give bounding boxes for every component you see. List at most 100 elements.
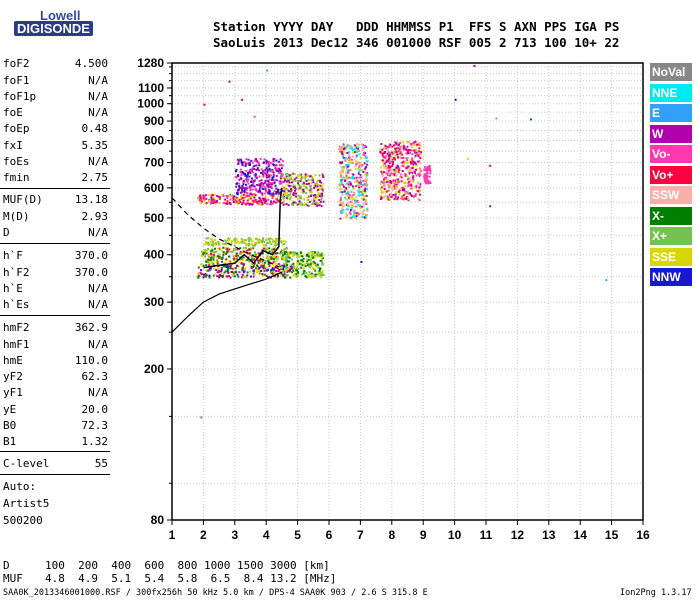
data-point [282, 274, 285, 277]
data-point [259, 200, 262, 203]
data-point [280, 249, 283, 252]
data-point [275, 164, 278, 167]
data-point [397, 181, 400, 184]
data-point [346, 208, 349, 211]
data-point [287, 260, 290, 263]
data-point [256, 259, 259, 262]
data-point [316, 202, 319, 205]
param-value: N/A [88, 338, 108, 351]
data-point [355, 196, 358, 199]
data-point [362, 151, 365, 154]
data-point [250, 237, 253, 240]
data-point [282, 185, 285, 188]
data-point [345, 157, 348, 160]
data-point [224, 243, 227, 246]
data-point [255, 164, 258, 167]
data-point [305, 271, 308, 274]
data-point [277, 275, 280, 278]
data-point [274, 246, 277, 249]
data-point [394, 147, 397, 150]
data-point [220, 270, 223, 273]
x-tick-label: 1 [169, 528, 176, 542]
data-point [339, 163, 342, 166]
data-point [248, 186, 251, 189]
data-point [207, 194, 210, 197]
data-point [285, 188, 288, 191]
data-point [351, 147, 354, 150]
data-point [239, 201, 242, 204]
data-point [419, 168, 422, 171]
data-point [277, 191, 280, 194]
data-point [356, 142, 359, 145]
data-point [287, 270, 290, 273]
data-point [292, 265, 295, 268]
data-point [296, 273, 299, 276]
data-point [305, 258, 308, 261]
data-point [366, 163, 369, 166]
data-point [216, 260, 219, 263]
data-point [205, 274, 208, 277]
legend-item: X- [650, 206, 692, 225]
data-point [226, 195, 229, 198]
data-point [233, 240, 236, 243]
data-point [361, 164, 364, 167]
data-point [428, 164, 431, 167]
param-name: B1 [3, 435, 17, 448]
data-point [342, 202, 345, 205]
data-point [365, 165, 368, 168]
data-point [358, 186, 361, 189]
data-point [218, 276, 221, 279]
data-point [390, 182, 393, 185]
data-point [306, 253, 309, 256]
data-point [256, 160, 259, 163]
data-point [253, 273, 256, 276]
data-point [360, 143, 363, 146]
data-point [340, 172, 343, 175]
data-point [281, 252, 284, 255]
data-point [311, 177, 314, 180]
data-point [288, 184, 291, 187]
data-point [358, 212, 361, 215]
data-point [342, 208, 345, 211]
data-point [397, 196, 400, 199]
data-point [211, 200, 214, 203]
data-point [321, 270, 324, 273]
data-point [400, 180, 403, 183]
data-point [277, 243, 280, 246]
data-point [388, 180, 391, 183]
data-point [415, 174, 418, 177]
data-point [212, 261, 215, 264]
data-point [200, 254, 203, 257]
data-point [295, 273, 298, 276]
data-point [239, 171, 242, 174]
data-point [409, 192, 412, 195]
data-point [357, 172, 360, 175]
data-point [207, 247, 210, 250]
data-point [406, 190, 409, 193]
data-point [282, 196, 285, 199]
param-value: 72.3 [81, 419, 109, 432]
data-point [412, 195, 415, 198]
data-point [275, 179, 278, 182]
data-point [318, 174, 321, 177]
data-point [228, 237, 231, 240]
data-point [220, 272, 223, 275]
data-point [289, 266, 292, 269]
data-point [268, 176, 271, 179]
data-point [318, 193, 321, 196]
data-point [358, 153, 361, 156]
data-point [237, 265, 240, 268]
data-point [419, 174, 422, 177]
data-point [268, 164, 271, 167]
data-point [261, 266, 264, 269]
data-point [263, 266, 266, 269]
data-point [229, 198, 232, 201]
data-point [211, 198, 214, 201]
data-point [397, 190, 400, 193]
data-point [201, 273, 204, 276]
data-point [303, 184, 306, 187]
data-point [394, 141, 397, 144]
data-point [266, 173, 269, 176]
data-point [285, 175, 288, 178]
data-point [379, 150, 382, 153]
